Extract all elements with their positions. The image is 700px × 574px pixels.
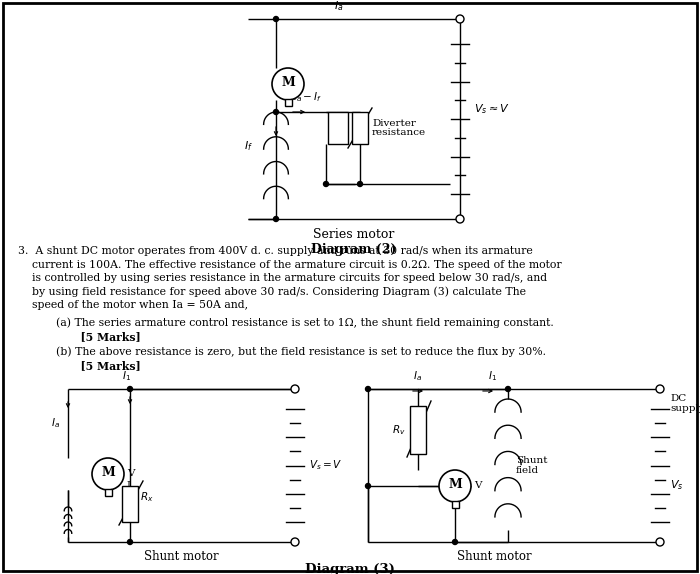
Circle shape <box>274 110 279 114</box>
Circle shape <box>365 386 370 391</box>
Text: Diverter: Diverter <box>372 119 416 127</box>
Circle shape <box>358 181 363 187</box>
Circle shape <box>452 540 458 545</box>
Circle shape <box>505 386 510 391</box>
Text: Shunt motor: Shunt motor <box>457 549 532 563</box>
Text: $V_s$: $V_s$ <box>670 479 683 492</box>
Circle shape <box>272 68 304 100</box>
Text: $I_a$: $I_a$ <box>51 417 60 430</box>
Text: by using field resistance for speed above 30 rad/s. Considering Diagram (3) calc: by using field resistance for speed abov… <box>18 286 526 297</box>
Circle shape <box>291 538 299 546</box>
Text: Series motor: Series motor <box>314 228 395 242</box>
Text: $I_a$: $I_a$ <box>414 369 423 383</box>
Text: M: M <box>281 76 295 90</box>
Circle shape <box>656 385 664 393</box>
Circle shape <box>456 15 464 23</box>
Text: DC
supply: DC supply <box>670 394 700 413</box>
Circle shape <box>291 385 299 393</box>
Text: V: V <box>127 470 134 479</box>
Text: 3.  A shunt DC motor operates from 400V d. c. supply and runs at 30 rad/s when i: 3. A shunt DC motor operates from 400V d… <box>18 246 533 256</box>
Circle shape <box>365 483 370 488</box>
Bar <box>352 112 368 144</box>
Bar <box>122 486 138 522</box>
Text: is controlled by using series resistance in the armature circuits for speed belo: is controlled by using series resistance… <box>18 273 547 283</box>
Bar <box>328 112 348 144</box>
Text: $I_a$: $I_a$ <box>334 0 344 13</box>
Text: Diagram (3): Diagram (3) <box>305 564 395 574</box>
Text: $I_1$: $I_1$ <box>122 369 132 383</box>
Text: $I_1$: $I_1$ <box>489 369 498 383</box>
Text: $R_Y$: $R_Y$ <box>331 121 345 135</box>
Circle shape <box>92 458 124 490</box>
Circle shape <box>456 215 464 223</box>
Circle shape <box>274 17 279 21</box>
Bar <box>452 501 458 508</box>
Text: Diagram (2): Diagram (2) <box>312 242 397 255</box>
Text: $R_v$: $R_v$ <box>393 423 406 437</box>
Text: $I_f$: $I_f$ <box>244 139 253 153</box>
Bar <box>284 99 291 106</box>
Text: (b) The above resistance is zero, but the field resistance is set to reduce the : (b) The above resistance is zero, but th… <box>28 347 546 357</box>
Text: resistance: resistance <box>372 129 426 137</box>
Text: current is 100A. The effective resistance of the armature circuit is 0.2Ω. The s: current is 100A. The effective resistanc… <box>18 259 561 270</box>
Text: $V_s = V$: $V_s = V$ <box>309 459 342 472</box>
Text: speed of the motor when Ia = 50A and,: speed of the motor when Ia = 50A and, <box>18 300 248 310</box>
Circle shape <box>274 216 279 222</box>
Text: [5 Marks]: [5 Marks] <box>28 331 141 342</box>
Text: V: V <box>474 482 482 491</box>
Circle shape <box>127 540 132 545</box>
Text: J: J <box>127 482 131 491</box>
Text: Shunt motor: Shunt motor <box>144 549 219 563</box>
Text: $V_s \approx V$: $V_s \approx V$ <box>474 102 510 116</box>
Text: M: M <box>448 479 462 491</box>
Text: (a) The series armature control resistance is set to 1Ω, the shunt field remaini: (a) The series armature control resistan… <box>28 317 554 328</box>
Bar <box>104 489 111 496</box>
Circle shape <box>127 386 132 391</box>
Circle shape <box>439 470 471 502</box>
Circle shape <box>656 538 664 546</box>
Text: Shunt
field: Shunt field <box>516 456 547 475</box>
Circle shape <box>323 181 328 187</box>
Text: $I_a - I_f$: $I_a - I_f$ <box>293 90 323 104</box>
Text: $R_x$: $R_x$ <box>140 490 153 504</box>
Text: [5 Marks]: [5 Marks] <box>28 360 141 371</box>
Bar <box>410 406 426 454</box>
Text: M: M <box>101 467 115 479</box>
